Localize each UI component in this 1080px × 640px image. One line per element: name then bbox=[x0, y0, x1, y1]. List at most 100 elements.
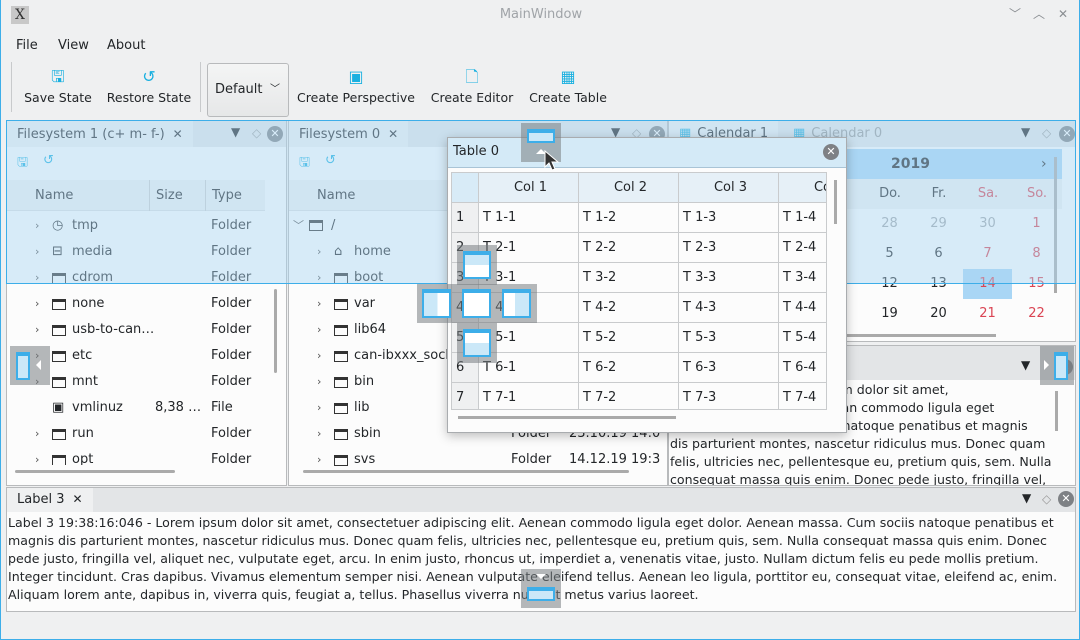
column-header[interactable]: Col 1 bbox=[479, 173, 579, 203]
perspective-combo[interactable]: Default ﹀ bbox=[207, 63, 289, 117]
calendar-day[interactable]: 8 bbox=[1032, 246, 1041, 261]
table-cell[interactable]: T 6-2 bbox=[579, 353, 679, 383]
table-cell[interactable]: T 7-2 bbox=[579, 383, 679, 409]
chevron-right-icon[interactable]: › bbox=[317, 453, 322, 466]
table-cell[interactable]: T 5-4 bbox=[779, 323, 826, 353]
tree-row[interactable]: › usb-to-can… Folder bbox=[7, 317, 265, 343]
column-header[interactable]: Col 4 bbox=[779, 173, 826, 203]
tabs-menu-icon[interactable]: ▼ bbox=[611, 125, 621, 139]
calendar-day[interactable]: 28 bbox=[881, 216, 898, 231]
close-tab-icon[interactable]: ✕ bbox=[388, 127, 399, 141]
table-cell[interactable]: T 1-2 bbox=[579, 203, 679, 233]
tree-row[interactable]: › opt Folder bbox=[7, 447, 265, 465]
tab-label3[interactable]: Label 3 ✕ bbox=[7, 488, 93, 512]
table-cell[interactable]: T 7-3 bbox=[679, 383, 779, 409]
horizontal-scrollbar[interactable] bbox=[303, 470, 629, 473]
calendar-day[interactable]: 29 bbox=[930, 216, 947, 231]
close-window-icon[interactable]: ✕ bbox=[823, 144, 839, 160]
vertical-scrollbar[interactable] bbox=[1055, 391, 1058, 431]
chevron-right-icon[interactable]: › bbox=[35, 245, 40, 258]
menu-file[interactable]: File bbox=[16, 38, 38, 53]
table-cell[interactable]: T 6-3 bbox=[679, 353, 779, 383]
table-window-titlebar[interactable]: Table 0 ✕ bbox=[448, 138, 846, 168]
column-name[interactable]: Name bbox=[317, 188, 356, 203]
chevron-right-icon[interactable]: › bbox=[317, 401, 322, 414]
tree-row[interactable]: ▣ vmlinuz 8,38 … File bbox=[7, 395, 265, 421]
close-tab-icon[interactable]: ✕ bbox=[172, 127, 183, 141]
menu-view[interactable]: View bbox=[58, 38, 89, 53]
tabs-menu-icon[interactable]: ▼ bbox=[1021, 358, 1031, 372]
column-size[interactable]: Size bbox=[149, 180, 183, 211]
tree-row[interactable]: › ◷ tmp Folder bbox=[7, 213, 265, 239]
drop-center[interactable] bbox=[462, 289, 491, 318]
table-cell[interactable]: T 5-2 bbox=[579, 323, 679, 353]
tree-row[interactable]: › cdrom Folder bbox=[7, 265, 265, 291]
table-cell[interactable]: T 4-3 bbox=[679, 293, 779, 323]
table-cell[interactable]: T 6-1 bbox=[479, 353, 579, 383]
chevron-right-icon[interactable]: › bbox=[35, 271, 40, 284]
table-cell[interactable]: T 1-1 bbox=[479, 203, 579, 233]
save-state-button[interactable]: 🖫 Save State bbox=[24, 67, 92, 106]
column-name[interactable]: Name bbox=[35, 188, 74, 203]
table-cell[interactable]: T 7-1 bbox=[479, 383, 579, 409]
drop-indicator-inner-top[interactable] bbox=[457, 245, 497, 285]
table-cell[interactable]: T 1-3 bbox=[679, 203, 779, 233]
tree-row[interactable]: › ⊟ media Folder bbox=[7, 239, 265, 265]
table-cell[interactable]: T 4-4 bbox=[779, 293, 826, 323]
drop-indicator-inner-bottom[interactable] bbox=[457, 323, 497, 363]
chevron-right-icon[interactable]: › bbox=[317, 349, 322, 362]
create-editor-button[interactable]: 🗋 Create Editor bbox=[430, 67, 514, 106]
chevron-right-icon[interactable]: › bbox=[35, 453, 40, 465]
calendar-day[interactable]: 30 bbox=[979, 216, 996, 231]
vertical-scrollbar[interactable] bbox=[274, 289, 277, 373]
drop-indicator-right[interactable] bbox=[1040, 346, 1074, 385]
tree-row[interactable]: › lib bbox=[289, 395, 667, 421]
close-dock-icon[interactable]: ✕ bbox=[1058, 491, 1074, 507]
calendar-day[interactable]: 1 bbox=[1032, 216, 1041, 231]
drop-left[interactable] bbox=[422, 289, 451, 318]
close-dock-icon[interactable]: ✕ bbox=[267, 126, 283, 142]
drop-indicator-bottom[interactable] bbox=[521, 569, 561, 608]
chevron-right-icon[interactable]: › bbox=[317, 271, 322, 284]
tree-row[interactable]: › var bbox=[289, 291, 667, 317]
horizontal-scrollbar[interactable] bbox=[15, 470, 175, 473]
chevron-right-icon[interactable]: › bbox=[35, 323, 40, 336]
calendar-day[interactable]: 6 bbox=[934, 246, 943, 261]
chevron-right-icon[interactable]: › bbox=[317, 245, 322, 258]
tree-row-root[interactable]: ﹀ / bbox=[293, 213, 335, 239]
tree-row[interactable]: › boot bbox=[289, 265, 667, 291]
drop-indicator-top[interactable] bbox=[521, 123, 561, 162]
calendar-day[interactable]: 20 bbox=[930, 306, 947, 321]
save-icon[interactable]: 🖫 bbox=[17, 155, 29, 170]
column-type[interactable]: Type bbox=[205, 180, 242, 211]
calendar-day[interactable]: 7 bbox=[983, 246, 992, 261]
table-cell[interactable]: T 5-3 bbox=[679, 323, 779, 353]
history-icon[interactable]: ↺ bbox=[43, 153, 54, 168]
horizontal-scrollbar[interactable] bbox=[458, 416, 676, 419]
close-window-button[interactable]: ✕ bbox=[1057, 7, 1069, 21]
tabs-menu-icon[interactable]: ▼ bbox=[1021, 125, 1031, 139]
menu-about[interactable]: About bbox=[107, 38, 146, 53]
float-icon[interactable]: ◇ bbox=[632, 126, 642, 140]
year-label[interactable]: 2019 bbox=[891, 156, 930, 172]
chevron-right-icon[interactable]: › bbox=[317, 375, 322, 388]
float-icon[interactable]: ◇ bbox=[252, 126, 262, 140]
column-header[interactable]: Col 2 bbox=[579, 173, 679, 203]
tree-row[interactable]: › run Folder bbox=[7, 421, 265, 447]
tab-filesystem0[interactable]: Filesystem 0 ✕ bbox=[289, 121, 409, 147]
tree-row[interactable]: › can-ibxxx_sock. bbox=[289, 343, 667, 369]
table-cell[interactable]: T 3-3 bbox=[679, 263, 779, 293]
drop-right[interactable] bbox=[502, 289, 531, 318]
table-cell[interactable]: T 2-4 bbox=[779, 233, 826, 263]
tree-row[interactable]: › none Folder bbox=[7, 291, 265, 317]
table-cell[interactable]: T 7-4 bbox=[779, 383, 826, 409]
calendar-day[interactable]: 5 bbox=[885, 246, 894, 261]
create-perspective-button[interactable]: ▣ Create Perspective bbox=[297, 67, 415, 106]
save-icon[interactable]: 🖫 bbox=[299, 155, 311, 170]
table-cell[interactable]: T 3-2 bbox=[579, 263, 679, 293]
close-dock-icon[interactable]: ✕ bbox=[1059, 126, 1075, 142]
column-header[interactable]: Col 3 bbox=[679, 173, 779, 203]
maximize-button[interactable]: ︿ bbox=[1032, 7, 1045, 21]
calendar-day[interactable]: 21 bbox=[979, 306, 996, 321]
next-month-icon[interactable]: › bbox=[1041, 156, 1047, 172]
